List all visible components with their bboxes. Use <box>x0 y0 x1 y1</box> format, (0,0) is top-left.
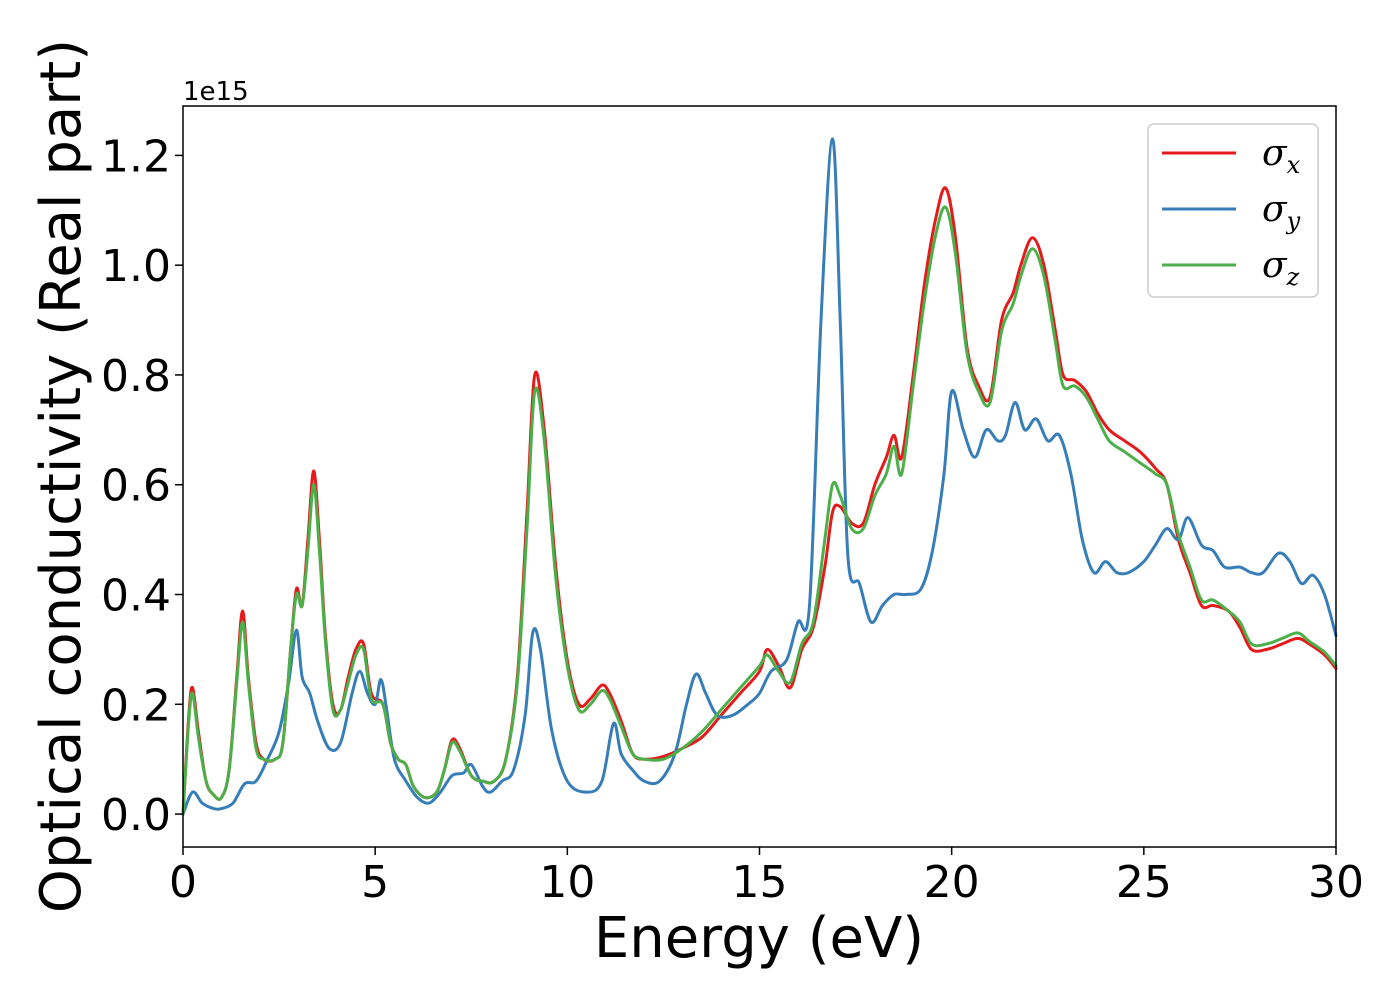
y-tick-label: 0.6 <box>101 461 171 512</box>
y-axis-label: Optical conductivity (Real part) <box>29 39 94 913</box>
series-layer <box>181 137 1338 816</box>
y-axis-ticks: 0.0 0.2 0.4 0.6 0.8 1.0 1.2 <box>101 131 183 841</box>
x-axis-label: Energy (eV) <box>594 906 924 971</box>
y-tick-label: 0.4 <box>101 571 171 622</box>
x-tick-label: 0 <box>169 857 197 908</box>
x-tick-label: 5 <box>361 857 389 908</box>
series-line-z <box>181 205 1338 816</box>
x-tick-label: 30 <box>1308 857 1364 908</box>
legend-items: σx σy σz <box>1162 133 1301 291</box>
legend-label-z: σz <box>1262 245 1300 291</box>
series-line-y <box>181 137 1338 816</box>
x-tick-label: 10 <box>539 857 595 908</box>
y-tick-label: 0.2 <box>101 680 171 731</box>
x-tick-label: 20 <box>924 857 980 908</box>
y-tick-label: 0.0 <box>101 790 171 841</box>
x-axis-ticks: 0 5 10 15 20 25 30 <box>169 847 1364 908</box>
y-tick-label: 0.8 <box>101 351 171 402</box>
x-tick-label: 25 <box>1116 857 1172 908</box>
legend-label-x: σx <box>1262 133 1301 179</box>
legend: σx σy σz <box>1147 123 1319 298</box>
y-tick-label: 1.2 <box>101 131 171 182</box>
x-tick-label: 15 <box>732 857 788 908</box>
legend-label-y: σy <box>1262 189 1301 235</box>
y-offset-label: 1e15 <box>183 77 249 107</box>
y-tick-label: 1.0 <box>101 241 171 292</box>
